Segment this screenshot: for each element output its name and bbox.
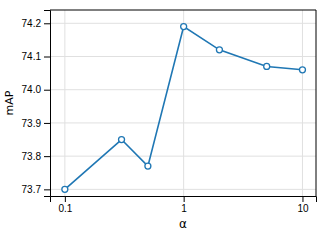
tick-label: 74.1 (22, 51, 42, 62)
tick-label: 73.8 (22, 151, 42, 162)
point (119, 137, 125, 143)
tick: 74.2 (22, 18, 50, 29)
tick-label: 1 (181, 203, 187, 214)
x-axis: 0.1 1 10 (51, 196, 317, 214)
tick: 10 (297, 196, 309, 214)
grid-line (50, 89, 316, 90)
point (216, 47, 222, 53)
tick-label: 10 (297, 203, 309, 214)
tick-mark (44, 156, 50, 157)
tick: 0.1 (58, 196, 72, 214)
grid-line (50, 156, 316, 157)
chart: 0.1 1 10 73.7 73.8 73.9 74.0 74.1 74.2 α mAP (0, 0, 330, 234)
grid-line (302, 10, 303, 196)
frame (50, 10, 316, 11)
tick-mark (44, 189, 50, 190)
point (264, 63, 270, 69)
tick-mark (65, 196, 66, 202)
grid (50, 10, 316, 196)
tick-label: 73.9 (22, 118, 42, 129)
series (62, 24, 306, 193)
tick-label: 73.7 (22, 184, 42, 195)
tick-mark (44, 57, 50, 58)
tick-label: 74.0 (22, 84, 42, 95)
tick: 74.0 (22, 84, 50, 95)
tick-label: 74.2 (22, 18, 42, 29)
tick-mark (184, 196, 185, 202)
grid-line (50, 122, 316, 123)
point (299, 67, 305, 73)
tick: 74.1 (22, 51, 50, 62)
point (62, 186, 68, 192)
tick-mark (44, 123, 50, 124)
point (181, 24, 187, 30)
tick: 1 (181, 196, 187, 214)
plot-area: 0.1 1 10 73.7 73.8 73.9 74.0 74.1 74.2 (22, 10, 317, 214)
tick-mark (44, 90, 50, 91)
grid-line (64, 10, 65, 196)
point (145, 163, 151, 169)
grid-line (50, 189, 316, 190)
y-axis-title: mAP (3, 90, 16, 115)
axis-line (44, 11, 51, 197)
tick-mark (302, 196, 303, 202)
y-axis: 73.7 73.8 73.9 74.0 74.1 74.2 (22, 11, 51, 197)
grid-line (183, 10, 184, 196)
tick: 73.9 (22, 118, 50, 129)
tick-mark (44, 23, 50, 24)
x-axis-title: α (179, 217, 187, 231)
frame (316, 10, 317, 196)
tick: 73.8 (22, 151, 50, 162)
tick: 73.7 (22, 184, 50, 195)
axis-line (51, 197, 317, 203)
tick-label: 0.1 (58, 203, 72, 214)
grid-line (50, 56, 316, 57)
line (65, 27, 303, 190)
